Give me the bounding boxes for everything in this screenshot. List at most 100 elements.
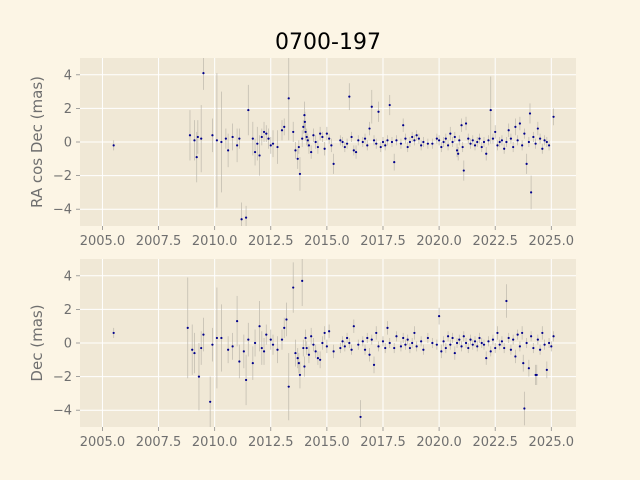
- data-point: [464, 122, 468, 125]
- data-point: [469, 338, 472, 341]
- data-point: [523, 407, 526, 410]
- data-point: [489, 108, 492, 112]
- data-point: [534, 142, 537, 145]
- data-point: [388, 103, 391, 107]
- data-point: [375, 142, 378, 145]
- x-tick-label: 2007.5: [136, 435, 182, 450]
- data-point: [512, 338, 515, 341]
- data-point: [530, 191, 533, 194]
- y-axis-label: Dec (mas): [28, 304, 46, 381]
- data-point: [505, 299, 508, 303]
- data-point: [280, 129, 284, 132]
- data-point: [543, 343, 546, 346]
- x-tick-label: 2012.5: [248, 435, 294, 450]
- data-point: [321, 341, 324, 345]
- data-point: [231, 345, 234, 348]
- data-point: [325, 132, 328, 135]
- data-point: [505, 140, 508, 144]
- data-point: [236, 144, 239, 147]
- data-point: [307, 353, 311, 356]
- data-point: [491, 137, 495, 140]
- panel-2: 2005.0 2007.5 2010.0 2012.5 2015.0 2017.5 2020…: [28, 259, 576, 450]
- data-point: [390, 140, 394, 144]
- data-point: [550, 345, 553, 348]
- data-point: [325, 345, 328, 348]
- data-point: [200, 137, 203, 140]
- data-point: [530, 335, 533, 338]
- data-point: [464, 341, 468, 345]
- data-point: [323, 147, 326, 150]
- data-point: [535, 373, 538, 377]
- data-point: [426, 142, 429, 145]
- data-point: [482, 343, 486, 346]
- data-point: [361, 340, 364, 343]
- data-point: [303, 114, 306, 117]
- data-point: [422, 140, 425, 144]
- data-point: [473, 340, 477, 343]
- data-point: [310, 335, 313, 338]
- data-point: [420, 340, 423, 343]
- x-tick-label: 2017.5: [360, 234, 406, 249]
- data-point: [379, 145, 382, 149]
- data-point: [296, 157, 299, 160]
- data-point: [238, 137, 241, 140]
- data-point: [415, 345, 418, 348]
- data-point: [253, 341, 257, 345]
- x-tick-label: 2005.0: [80, 234, 126, 249]
- data-point: [541, 331, 544, 335]
- data-point: [251, 137, 254, 140]
- data-point: [265, 132, 268, 135]
- y-tick-label: 4: [64, 269, 72, 284]
- panel-1: 2005.0 2007.5 2010.0 2012.5 2015.0 2017.5 2020…: [28, 58, 576, 249]
- data-point: [271, 142, 275, 145]
- y-tick-label: −2: [53, 169, 72, 184]
- data-point: [411, 341, 414, 345]
- data-point: [352, 325, 355, 328]
- data-point: [536, 338, 539, 341]
- data-point: [292, 286, 295, 289]
- data-point: [402, 124, 405, 127]
- x-tick-label: 2010.0: [192, 234, 238, 249]
- data-point: [297, 362, 300, 365]
- data-point: [532, 135, 535, 139]
- data-point: [312, 343, 315, 346]
- data-point: [195, 156, 198, 159]
- data-point: [370, 105, 373, 108]
- data-point: [491, 338, 495, 341]
- data-point: [253, 150, 257, 154]
- x-tick-label: 2017.5: [360, 435, 406, 450]
- data-point: [244, 216, 248, 219]
- data-point: [276, 145, 279, 149]
- x-tick-label: 2015.0: [304, 234, 350, 249]
- data-point: [381, 140, 385, 144]
- data-point: [541, 147, 544, 150]
- data-point: [442, 140, 445, 144]
- data-point: [269, 338, 272, 341]
- data-point: [485, 357, 488, 360]
- data-point: [525, 341, 528, 345]
- data-point: [496, 331, 499, 335]
- data-point: [514, 355, 517, 358]
- data-point: [227, 348, 230, 351]
- data-point: [314, 140, 317, 144]
- data-point: [431, 341, 434, 345]
- data-point: [521, 331, 524, 335]
- data-point: [458, 338, 461, 341]
- data-point: [292, 130, 295, 134]
- data-point: [462, 169, 465, 172]
- data-point: [375, 331, 378, 335]
- data-point: [339, 139, 342, 142]
- data-point: [307, 144, 311, 147]
- data-point: [359, 415, 362, 419]
- data-point: [112, 331, 115, 335]
- data-point: [411, 135, 414, 139]
- data-point: [372, 139, 376, 142]
- data-point: [476, 345, 479, 348]
- data-point: [485, 152, 488, 155]
- data-point: [357, 139, 360, 142]
- data-point: [532, 346, 535, 350]
- panels: 2005.0 2007.5 2010.0 2012.5 2015.0 2017.5 2020…: [28, 58, 576, 450]
- data-point: [297, 145, 300, 149]
- data-point: [426, 336, 429, 340]
- data-point: [442, 340, 445, 343]
